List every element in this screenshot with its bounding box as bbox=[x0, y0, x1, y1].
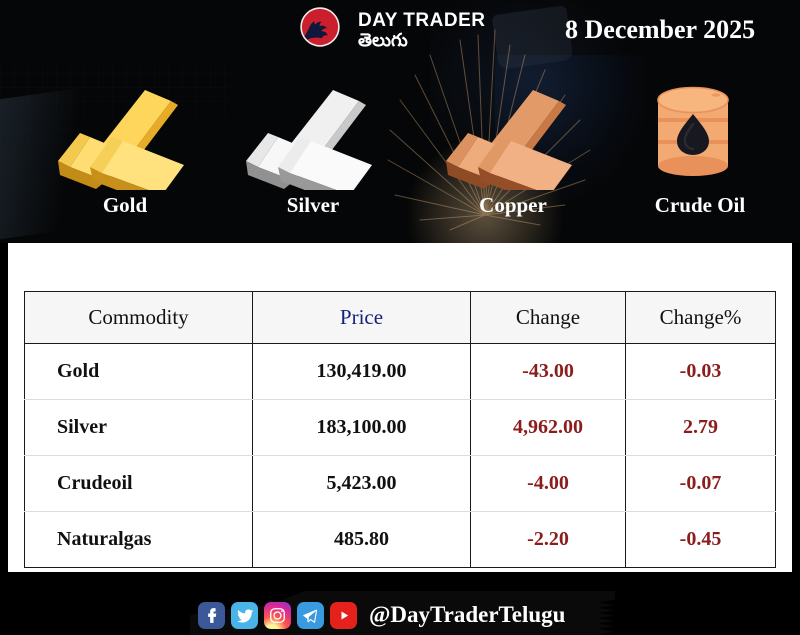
svg-text:Gold: Gold bbox=[103, 193, 148, 217]
svg-text:@DayTraderTelugu: @DayTraderTelugu bbox=[369, 602, 566, 628]
svg-text:Copper: Copper bbox=[479, 193, 547, 217]
svg-text:DAY TRADER: DAY TRADER bbox=[358, 10, 485, 31]
svg-text:Crude Oil: Crude Oil bbox=[655, 193, 746, 217]
svg-text:తెలుగు: తెలుగు bbox=[358, 30, 408, 48]
svg-text:8 December 2025: 8 December 2025 bbox=[565, 15, 755, 44]
svg-text:Silver: Silver bbox=[287, 193, 340, 217]
